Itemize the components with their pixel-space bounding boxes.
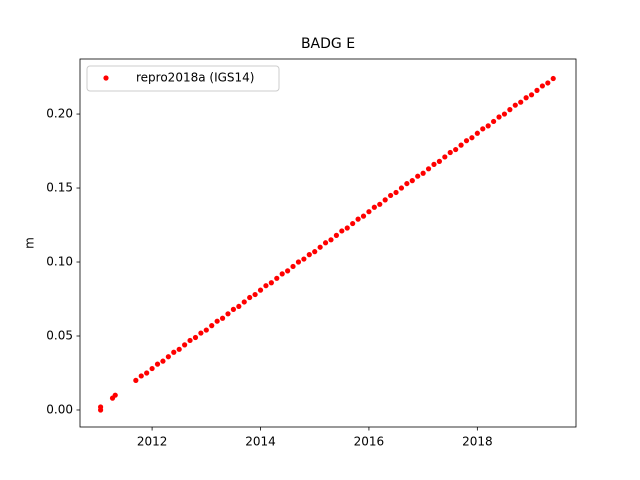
point — [350, 220, 356, 227]
point — [317, 244, 323, 250]
point — [176, 346, 182, 352]
point — [322, 240, 329, 246]
point — [355, 216, 361, 222]
point — [474, 130, 480, 136]
point — [388, 192, 394, 199]
point — [333, 232, 340, 238]
point — [496, 114, 502, 120]
x-tick-label: 2012 — [137, 435, 168, 449]
point — [458, 142, 464, 148]
y-tick-label: 0.20 — [46, 107, 73, 121]
point — [501, 111, 508, 117]
point — [371, 204, 377, 210]
point — [539, 83, 545, 89]
point — [209, 323, 215, 329]
point — [550, 75, 556, 82]
point — [149, 365, 155, 372]
point — [463, 138, 470, 144]
point — [366, 209, 372, 215]
point — [415, 173, 421, 179]
point — [393, 189, 399, 196]
point — [165, 354, 171, 360]
point — [534, 87, 540, 93]
point — [236, 303, 242, 310]
point — [469, 135, 475, 141]
point — [431, 161, 437, 167]
point — [404, 180, 410, 187]
point — [480, 126, 486, 132]
point — [360, 213, 367, 219]
point — [274, 275, 280, 281]
point — [230, 306, 237, 312]
point — [187, 337, 193, 344]
point — [453, 146, 459, 153]
point — [138, 373, 144, 379]
point — [306, 252, 312, 258]
legend-marker — [103, 75, 109, 81]
y-tick-label: 0.10 — [46, 255, 73, 269]
point — [409, 178, 415, 184]
point — [182, 342, 188, 348]
point — [420, 170, 426, 176]
point — [252, 291, 258, 298]
point — [491, 118, 497, 125]
y-axis-label: m — [23, 237, 37, 249]
point — [203, 327, 209, 333]
point — [485, 123, 491, 129]
point — [425, 166, 432, 172]
point — [247, 294, 253, 301]
point — [328, 237, 334, 243]
point — [279, 271, 285, 277]
point — [112, 392, 118, 398]
point — [268, 280, 274, 286]
point — [192, 334, 199, 341]
point — [214, 318, 220, 324]
point — [154, 361, 161, 367]
point — [528, 92, 535, 98]
point — [442, 154, 448, 160]
x-tick-label: 2016 — [354, 435, 385, 449]
legend-box — [86, 65, 280, 92]
point — [290, 263, 296, 270]
point — [198, 330, 204, 336]
point — [144, 370, 150, 376]
point — [133, 377, 139, 383]
point — [312, 249, 318, 255]
point — [377, 201, 383, 207]
chart-title: BADG E — [301, 36, 355, 52]
point — [545, 80, 551, 86]
point — [398, 185, 405, 191]
point — [160, 358, 166, 364]
point — [219, 315, 226, 321]
point — [97, 404, 104, 410]
point — [241, 299, 247, 305]
point — [263, 283, 269, 289]
point — [436, 158, 442, 164]
point — [344, 225, 350, 231]
point — [518, 99, 524, 105]
point — [295, 259, 302, 265]
point — [257, 287, 264, 293]
y-tick-label: 0.15 — [46, 181, 73, 195]
point — [447, 149, 453, 156]
plot-frame — [79, 58, 577, 428]
point — [512, 102, 518, 108]
x-tick-label: 2014 — [245, 435, 276, 449]
y-tick-label: 0.05 — [46, 328, 73, 342]
point — [523, 95, 529, 101]
point — [301, 256, 307, 262]
point — [339, 228, 345, 234]
legend-label: repro2018a (IGS14) — [136, 71, 254, 85]
point — [171, 349, 177, 355]
point — [382, 197, 388, 203]
x-tick-label: 2018 — [462, 435, 493, 449]
point — [285, 268, 291, 274]
point — [507, 107, 513, 113]
point — [225, 311, 231, 317]
y-tick-label: 0.00 — [46, 402, 73, 416]
